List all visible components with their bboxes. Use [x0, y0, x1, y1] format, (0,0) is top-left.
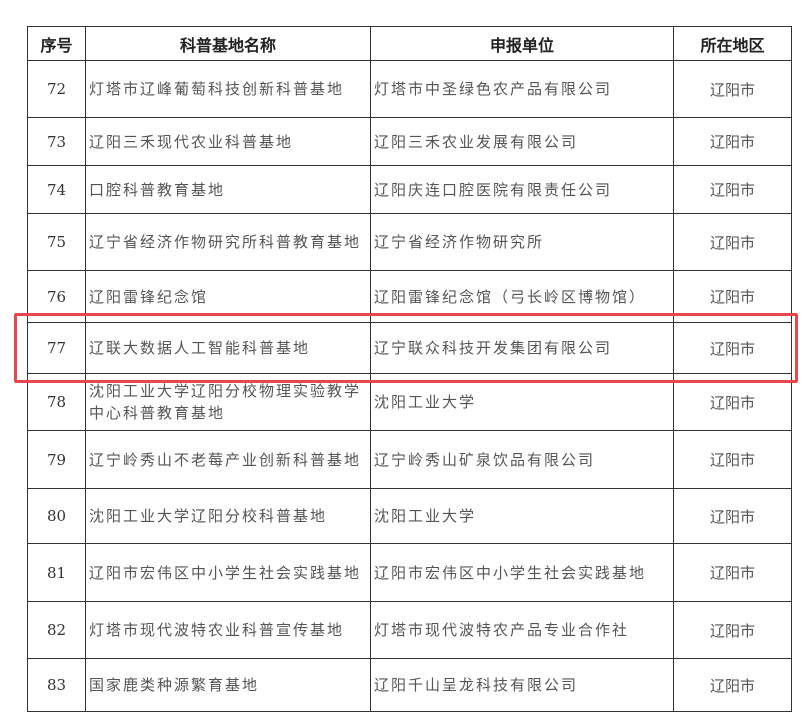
header-no: 序号 — [27, 26, 86, 61]
base-name: 国家鹿类种源繁育基地 — [85, 658, 371, 712]
region: 辽阳市 — [673, 165, 792, 214]
applicant-unit: 辽宁联众科技开发集团有限公司 — [370, 322, 674, 374]
base-name: 辽联大数据人工智能科普基地 — [85, 322, 371, 374]
table-header-row: 序号 科普基地名称 申报单位 所在地区 — [27, 26, 792, 61]
base-name: 辽阳三禾现代农业科普基地 — [85, 117, 371, 166]
applicant-unit: 辽宁岭秀山矿泉饮品有限公司 — [370, 430, 674, 489]
row-number: 83 — [27, 658, 86, 712]
header-region: 所在地区 — [673, 26, 792, 61]
applicant-unit: 辽阳市宏伟区中小学生社会实践基地 — [370, 543, 674, 602]
base-name: 灯塔市辽峰葡萄科技创新科普基地 — [85, 60, 371, 118]
applicant-unit: 辽宁省经济作物研究所 — [370, 213, 674, 271]
table-row: 80 沈阳工业大学辽阳分校科普基地 沈阳工业大学 辽阳市 — [27, 488, 792, 544]
table-row: 73 辽阳三禾现代农业科普基地 辽阳三禾农业发展有限公司 辽阳市 — [27, 117, 792, 166]
region: 辽阳市 — [673, 543, 792, 602]
row-number: 80 — [27, 488, 86, 544]
base-name: 口腔科普教育基地 — [85, 165, 371, 214]
header-base-name: 科普基地名称 — [85, 26, 371, 61]
base-name: 辽阳市宏伟区中小学生社会实践基地 — [85, 543, 371, 602]
table-row: 82 灯塔市现代波特农业科普宣传基地 灯塔市现代波特农产品专业合作社 辽阳市 — [27, 601, 792, 659]
applicant-unit: 辽阳庆连口腔医院有限责任公司 — [370, 165, 674, 214]
region: 辽阳市 — [673, 658, 792, 712]
row-number: 77 — [27, 322, 86, 374]
region: 辽阳市 — [673, 488, 792, 544]
region: 辽阳市 — [673, 213, 792, 271]
applicant-unit: 灯塔市中圣绿色农产品有限公司 — [370, 60, 674, 118]
row-number: 74 — [27, 165, 86, 214]
region: 辽阳市 — [673, 322, 792, 374]
table-row: 72 灯塔市辽峰葡萄科技创新科普基地 灯塔市中圣绿色农产品有限公司 辽阳市 — [27, 60, 792, 118]
highlight-box — [14, 313, 798, 383]
table-row: 75 辽宁省经济作物研究所科普教育基地 辽宁省经济作物研究所 辽阳市 — [27, 213, 792, 271]
row-number: 82 — [27, 601, 86, 659]
table-row: 77 辽联大数据人工智能科普基地 辽宁联众科技开发集团有限公司 辽阳市 — [27, 322, 792, 374]
region: 辽阳市 — [673, 117, 792, 166]
region: 辽阳市 — [673, 60, 792, 118]
base-name: 辽宁省经济作物研究所科普教育基地 — [85, 213, 371, 271]
base-name: 沈阳工业大学辽阳分校科普基地 — [85, 488, 371, 544]
region: 辽阳市 — [673, 430, 792, 489]
row-number: 75 — [27, 213, 86, 271]
table-row: 74 口腔科普教育基地 辽阳庆连口腔医院有限责任公司 辽阳市 — [27, 165, 792, 214]
applicant-unit: 辽阳千山呈龙科技有限公司 — [370, 658, 674, 712]
region: 辽阳市 — [673, 601, 792, 659]
table-row: 81 辽阳市宏伟区中小学生社会实践基地 辽阳市宏伟区中小学生社会实践基地 辽阳市 — [27, 543, 792, 602]
base-name: 辽宁岭秀山不老莓产业创新科普基地 — [85, 430, 371, 489]
row-number: 79 — [27, 430, 86, 489]
base-name: 灯塔市现代波特农业科普宣传基地 — [85, 601, 371, 659]
applicant-unit: 沈阳工业大学 — [370, 488, 674, 544]
row-number: 81 — [27, 543, 86, 602]
table-row: 79 辽宁岭秀山不老莓产业创新科普基地 辽宁岭秀山矿泉饮品有限公司 辽阳市 — [27, 430, 792, 489]
row-number: 72 — [27, 60, 86, 118]
header-applicant: 申报单位 — [370, 26, 674, 61]
table-row: 83 国家鹿类种源繁育基地 辽阳千山呈龙科技有限公司 辽阳市 — [27, 658, 792, 712]
row-number: 73 — [27, 117, 86, 166]
applicant-unit: 灯塔市现代波特农产品专业合作社 — [370, 601, 674, 659]
applicant-unit: 辽阳三禾农业发展有限公司 — [370, 117, 674, 166]
